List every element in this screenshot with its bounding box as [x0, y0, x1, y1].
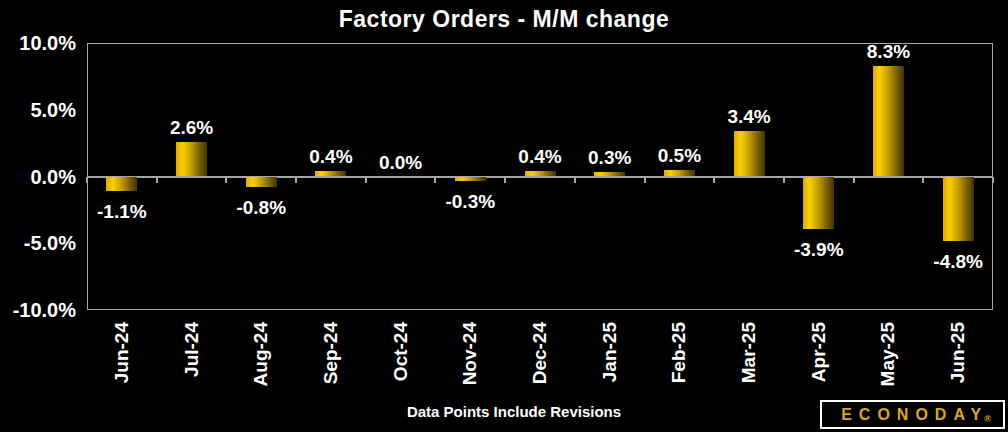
x-axis-label: Mar-25 [739, 322, 759, 412]
bar-jun-25 [943, 177, 974, 241]
x-axis-tick [644, 177, 646, 183]
bar-jul-24 [176, 142, 207, 177]
x-axis-label: Jul-24 [182, 322, 202, 412]
bar-apr-25 [803, 177, 834, 229]
bar-value-label: 2.6% [147, 118, 237, 138]
x-axis-label: Apr-25 [809, 322, 829, 412]
factory-orders-chart: Factory Orders - M/M change 10.0% 5.0% 0.0… [0, 0, 1008, 432]
bar-feb-25 [664, 170, 695, 177]
bar-value-label: -0.8% [216, 198, 306, 218]
bar-value-label: -1.1% [77, 202, 167, 222]
y-axis-label: 5.0% [0, 99, 76, 121]
chart-title: Factory Orders - M/M change [0, 6, 1008, 33]
x-axis-tick [156, 177, 158, 183]
bar-mar-25 [734, 131, 765, 176]
x-axis-tick [992, 177, 994, 183]
x-axis-label: May-25 [878, 322, 898, 412]
bar-value-label: -4.8% [913, 252, 1003, 272]
x-axis-tick [504, 177, 506, 183]
bar-value-label: 0.0% [356, 153, 446, 173]
bar-value-label: -3.9% [774, 240, 864, 260]
bar-value-label: 3.4% [704, 107, 794, 127]
bar-aug-24 [246, 177, 277, 188]
y-axis-label: -10.0% [0, 299, 76, 321]
bar-may-25 [873, 66, 904, 177]
x-axis-tick [86, 177, 88, 183]
bar-jan-25 [594, 172, 625, 176]
x-axis-label: Jan-25 [600, 322, 620, 412]
x-axis-tick [365, 177, 367, 183]
bar-value-label: 8.3% [843, 42, 933, 62]
x-axis-tick [922, 177, 924, 183]
x-axis-tick [225, 177, 227, 183]
y-axis-label: 0.0% [0, 166, 76, 188]
x-axis-tick [295, 177, 297, 183]
y-axis-label: 10.0% [0, 32, 76, 54]
bar-nov-24 [455, 177, 486, 181]
x-axis-label: Dec-24 [530, 322, 550, 412]
x-axis-tick [434, 177, 436, 183]
bar-sep-24 [315, 171, 346, 176]
registered-trademark-icon: ® [984, 414, 991, 424]
x-axis-tick [853, 177, 855, 183]
econoday-logo: ECONODAY ® [820, 400, 1005, 429]
bar-jun-24 [106, 177, 137, 192]
x-axis-tick [713, 177, 715, 183]
x-axis-label: Sep-24 [321, 322, 341, 412]
x-axis-label: Aug-24 [251, 322, 271, 412]
x-axis-label: Jun-25 [948, 322, 968, 412]
bar-value-label: -0.3% [425, 192, 515, 212]
econoday-logo-text: ECONODAY [834, 407, 988, 423]
x-axis-label: Nov-24 [460, 322, 480, 412]
y-axis-label: -5.0% [0, 232, 76, 254]
x-axis-label: Feb-25 [669, 322, 689, 412]
bar-dec-24 [525, 171, 556, 176]
x-axis-tick [574, 177, 576, 183]
x-axis-tick [783, 177, 785, 183]
bar-value-label: 0.5% [634, 146, 724, 166]
x-axis-label: Oct-24 [391, 322, 411, 412]
x-axis-label: Jun-24 [112, 322, 132, 412]
